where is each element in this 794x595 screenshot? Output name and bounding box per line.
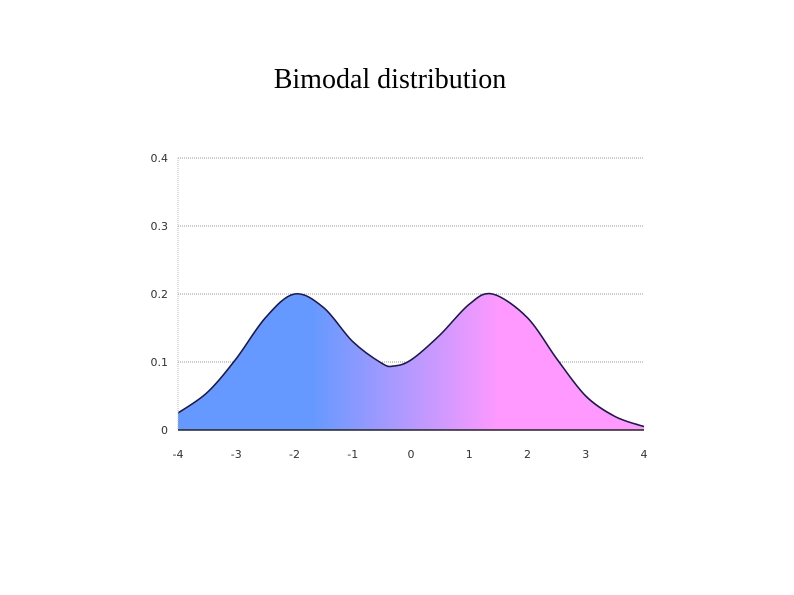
density-area	[178, 293, 644, 430]
plot-area	[177, 292, 645, 430]
chart-title: Bimodal distribution	[273, 64, 507, 95]
y-tick-label: 0	[161, 424, 168, 437]
x-tick-label: -2	[289, 448, 300, 461]
x-tick-label: 4	[641, 448, 648, 461]
x-tick-label: 2	[524, 448, 531, 461]
x-tick-label: -3	[231, 448, 242, 461]
y-tick-label: 0.2	[151, 288, 169, 301]
x-tick-label: 1	[466, 448, 473, 461]
density-curve	[177, 292, 645, 428]
x-tick-label: -4	[173, 448, 184, 461]
y-tick-label: 0.3	[151, 220, 169, 233]
x-tick-label: 3	[582, 448, 589, 461]
y-tick-label: 0.4	[151, 152, 169, 165]
x-tick-label: -1	[347, 448, 358, 461]
y-tick-labels: 0 0.1 0.2 0.3 0.4	[151, 152, 169, 437]
axes	[177, 158, 644, 431]
x-tick-label: 0	[408, 448, 415, 461]
y-tick-label: 0.1	[151, 356, 169, 369]
gridlines	[178, 157, 644, 363]
x-tick-labels: -4 -3 -2 -1 0 1 2 3 4	[173, 448, 648, 461]
